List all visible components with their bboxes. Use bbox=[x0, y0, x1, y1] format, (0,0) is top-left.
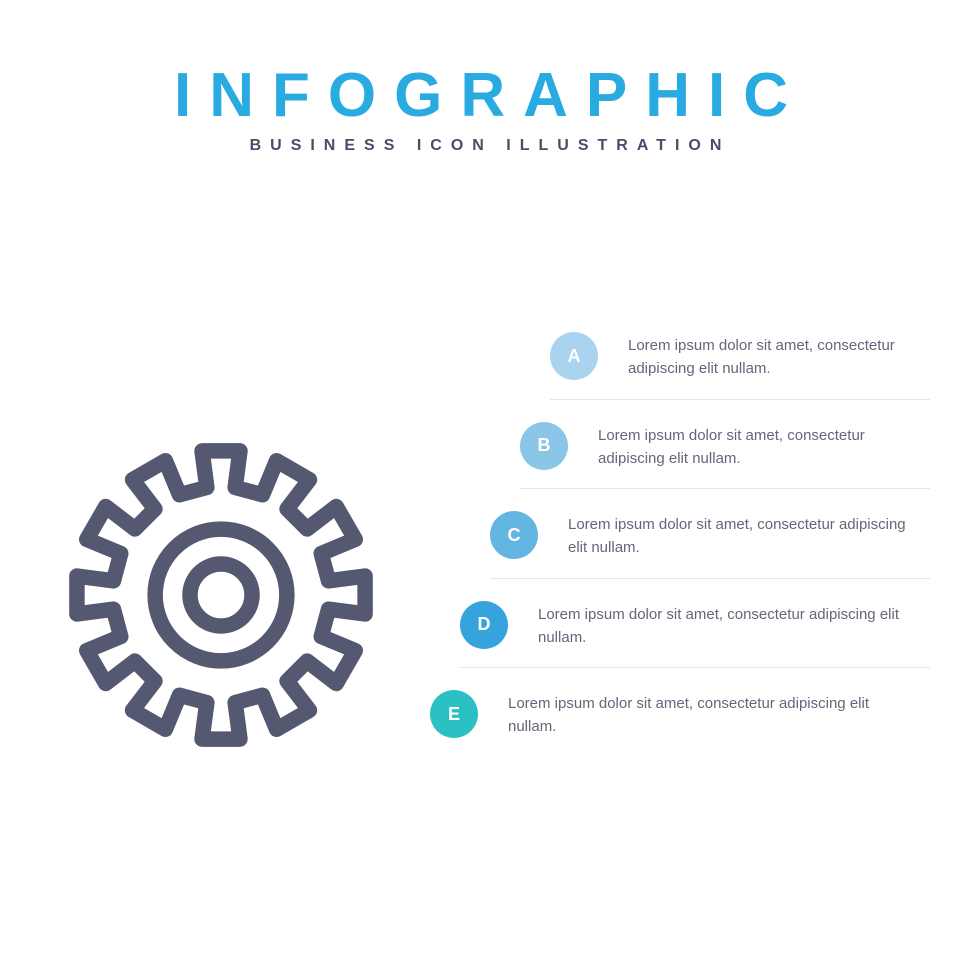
header: INFOGRAPHIC BUSINESS ICON ILLUSTRATION bbox=[0, 0, 980, 155]
step-badge-a: A bbox=[550, 332, 598, 380]
step-text-a: Lorem ipsum dolor sit amet, consectetur … bbox=[628, 328, 930, 381]
step-d: D Lorem ipsum dolor sit amet, consectetu… bbox=[460, 579, 930, 669]
step-text-d: Lorem ipsum dolor sit amet, consectetur … bbox=[538, 597, 930, 650]
content-area: A Lorem ipsum dolor sit amet, consectetu… bbox=[0, 310, 980, 910]
page-subtitle: BUSINESS ICON ILLUSTRATION bbox=[0, 137, 980, 155]
step-text-b: Lorem ipsum dolor sit amet, consectetur … bbox=[598, 418, 930, 471]
step-a: A Lorem ipsum dolor sit amet, consectetu… bbox=[550, 310, 930, 400]
step-badge-c: C bbox=[490, 511, 538, 559]
step-b: B Lorem ipsum dolor sit amet, consectetu… bbox=[520, 400, 930, 490]
steps-list: A Lorem ipsum dolor sit amet, consectetu… bbox=[430, 310, 930, 757]
step-text-c: Lorem ipsum dolor sit amet, consectetur … bbox=[568, 507, 930, 560]
step-badge-d: D bbox=[460, 601, 508, 649]
gear-icon bbox=[66, 440, 376, 750]
step-text-e: Lorem ipsum dolor sit amet, consectetur … bbox=[508, 686, 930, 739]
step-c: C Lorem ipsum dolor sit amet, consectetu… bbox=[490, 489, 930, 579]
step-e: E Lorem ipsum dolor sit amet, consectetu… bbox=[430, 668, 930, 757]
step-badge-b: B bbox=[520, 422, 568, 470]
page-title: INFOGRAPHIC bbox=[0, 60, 980, 131]
step-badge-e: E bbox=[430, 690, 478, 738]
